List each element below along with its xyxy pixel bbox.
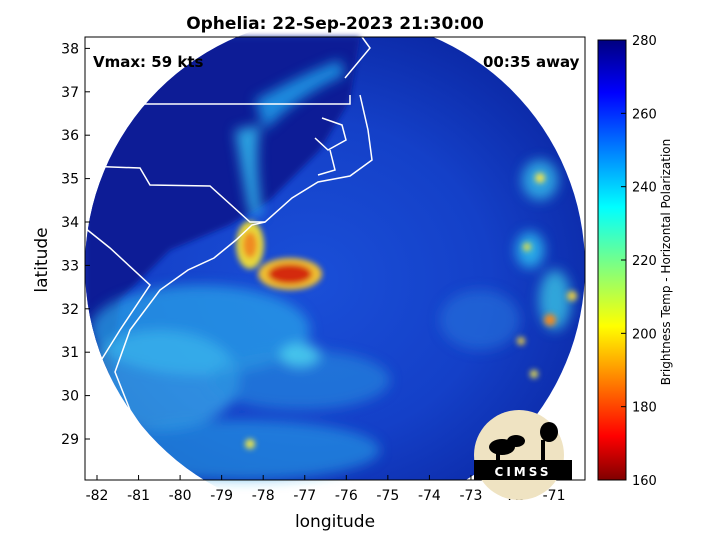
x-tick-label: -75 — [376, 488, 399, 504]
brightness-temp-swath — [85, 37, 585, 480]
colorbar-tick-label: 200 — [632, 327, 657, 342]
cimss-logo: CIMSS — [474, 410, 572, 500]
colorbar-label: Brightness Temp - Horizontal Polarizatio… — [659, 138, 673, 386]
vmax-annotation: Vmax: 59 kts — [93, 53, 204, 71]
colorbar-tick-label: 240 — [632, 181, 657, 196]
y-tick-label: 36 — [61, 128, 79, 144]
y-axis-ticks: 29 30 31 32 33 34 35 36 37 38 — [61, 41, 90, 448]
y-tick-label: 30 — [61, 389, 79, 405]
x-tick-label: -73 — [460, 488, 483, 504]
colorbar-tick-label: 260 — [632, 107, 657, 122]
x-tick-label: -76 — [335, 488, 358, 504]
coastlines — [84, 36, 373, 479]
x-tick-label: -80 — [169, 488, 192, 504]
x-tick-label: -81 — [127, 488, 150, 504]
colorbar-tick-label: 160 — [632, 474, 657, 489]
y-tick-label: 37 — [61, 85, 79, 101]
x-tick-label: -82 — [86, 488, 109, 504]
x-tick-label: -71 — [543, 488, 566, 504]
x-axis-label: longitude — [294, 512, 376, 532]
colorbar-ticks: 160 180 200 220 240 260 280 — [621, 34, 657, 489]
y-tick-label: 32 — [61, 302, 79, 318]
y-tick-label: 38 — [61, 41, 79, 57]
colorbar-tick-label: 280 — [632, 34, 657, 49]
x-tick-label: -77 — [293, 488, 316, 504]
axes-box — [84, 36, 586, 481]
chart-title: Ophelia: 22-Sep-2023 21:30:00 — [186, 14, 484, 34]
y-tick-label: 29 — [61, 432, 79, 448]
x-tick-label: -79 — [210, 488, 233, 504]
x-axis-ticks: -82-81-80-79-78-77-76-75-74-73-72-71 — [86, 475, 566, 504]
colorbar-tick-label: 180 — [632, 401, 657, 416]
logo-text: CIMSS — [495, 465, 552, 479]
x-tick-label: -78 — [252, 488, 275, 504]
y-axis-label: latitude — [32, 227, 52, 293]
y-tick-label: 35 — [61, 172, 79, 188]
x-tick-label: -74 — [418, 488, 441, 504]
time-away-annotation: 00:35 away — [483, 53, 580, 71]
y-tick-label: 34 — [61, 215, 79, 231]
y-tick-label: 33 — [61, 258, 79, 274]
y-tick-label: 31 — [61, 345, 79, 361]
colorbar-tick-label: 220 — [632, 254, 657, 269]
